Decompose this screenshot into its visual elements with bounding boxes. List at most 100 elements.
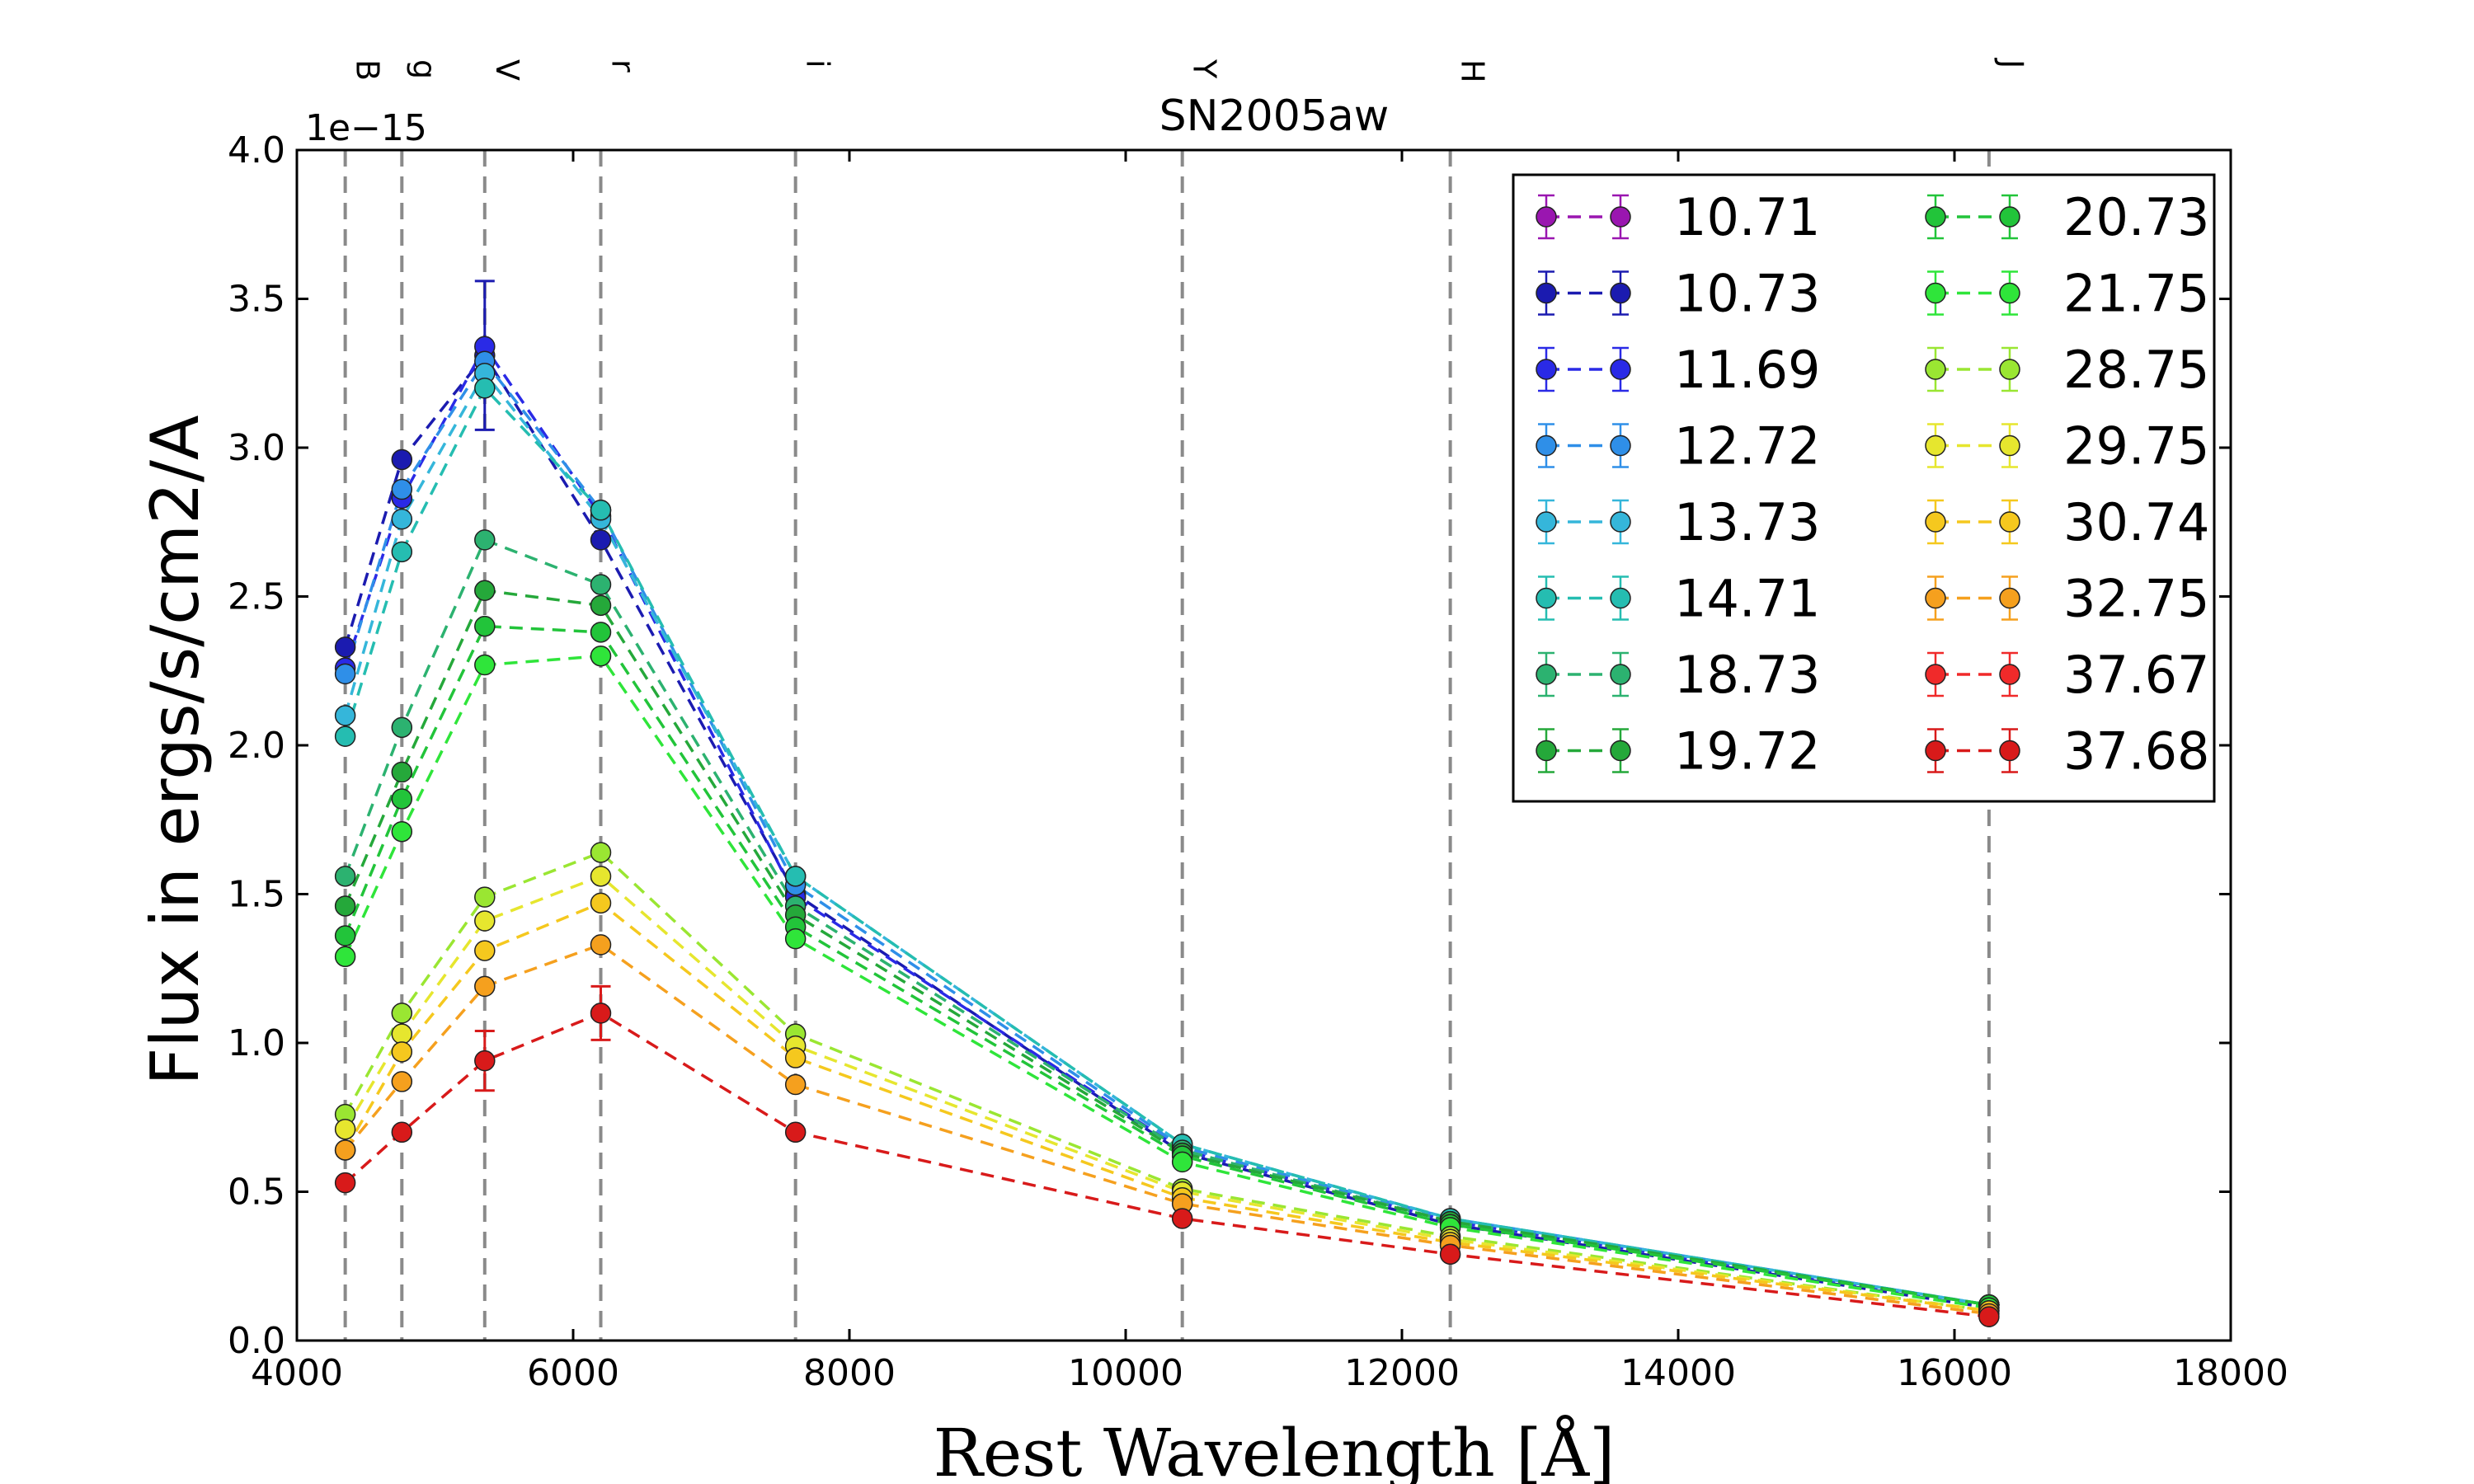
data-point — [474, 529, 496, 551]
data-point — [474, 654, 496, 676]
band-label: B — [350, 59, 386, 81]
x-tick-label: 8000 — [803, 1352, 896, 1394]
data-point — [391, 1003, 413, 1024]
data-point — [590, 842, 612, 863]
y-axis-label: Flux in ergs/s/cm2/A — [137, 415, 214, 1086]
data-series — [334, 279, 2000, 1327]
legend-label: 21.75 — [2063, 264, 2210, 324]
legend-marker — [1536, 664, 1557, 685]
data-point — [334, 1139, 356, 1161]
data-point — [590, 892, 612, 914]
legend-marker — [1999, 359, 2020, 380]
legend-marker — [1610, 434, 1631, 457]
legend-marker — [1999, 740, 2020, 762]
data-point — [1439, 1243, 1461, 1266]
series-line — [344, 589, 1990, 1307]
legend-marker — [1536, 587, 1557, 609]
data-point — [590, 594, 612, 617]
legend-marker — [1925, 587, 1946, 609]
legend-label: 10.71 — [1674, 187, 1821, 247]
chart-title: SN2005aw — [1159, 92, 1390, 141]
series-line — [343, 370, 1990, 1307]
data-point — [590, 500, 612, 521]
legend-label: 12.72 — [1674, 416, 1821, 477]
x-tick-label: 12000 — [1344, 1352, 1460, 1394]
plot-frame — [295, 148, 2232, 1342]
legend-marker — [1925, 664, 1946, 685]
series-line — [343, 385, 1990, 1307]
axis-ticks: 4000 6000 8000 10000 12000 14000 16000 18000 0.0… — [228, 129, 2288, 1394]
data-point — [590, 866, 612, 887]
data-point — [590, 1003, 612, 1024]
legend-marker — [1610, 740, 1631, 762]
legend-label: 11.69 — [1674, 340, 1821, 400]
data-point — [590, 574, 612, 595]
legend-label: 18.73 — [1674, 645, 1821, 705]
data-point — [590, 529, 612, 551]
legend-marker — [1536, 434, 1557, 457]
series-line — [344, 874, 1990, 1313]
legend-marker — [1925, 359, 1946, 380]
x-tick-label: 14000 — [1620, 1352, 1736, 1394]
data-point — [1978, 1306, 2000, 1327]
data-point — [784, 1121, 807, 1144]
x-tick-label: 6000 — [527, 1352, 619, 1394]
data-point — [334, 1118, 356, 1140]
legend-marker — [1536, 740, 1557, 762]
data-point — [474, 378, 496, 399]
data-point — [334, 946, 356, 968]
legend-label: 32.75 — [2063, 569, 2210, 629]
legend-marker — [1999, 206, 2020, 228]
y-tick-label: 0.0 — [228, 1320, 285, 1362]
legend-marker — [1999, 664, 2020, 685]
data-point — [474, 1050, 496, 1072]
y-tick-label: 2.0 — [228, 725, 285, 767]
legend-marker — [1610, 206, 1631, 228]
y-tick-label: 0.5 — [228, 1172, 285, 1214]
data-point — [784, 1047, 807, 1068]
legend-label: 20.73 — [2063, 187, 2210, 247]
legend-marker — [1610, 664, 1631, 685]
data-point — [391, 508, 413, 530]
legend-marker — [1999, 511, 2020, 533]
x-tick-label: 16000 — [1897, 1352, 2012, 1394]
legend-label: 37.67 — [2063, 645, 2210, 705]
data-point — [784, 866, 807, 887]
data-point — [1171, 1151, 1193, 1173]
legend: 10.71 10.73 11.69 12.72 13.73 14.71 18.73 19.72… — [1512, 173, 2216, 803]
data-point — [391, 541, 413, 563]
band-label: H — [1455, 59, 1491, 83]
data-point — [474, 940, 496, 961]
band-label: Y — [1187, 59, 1223, 79]
legend-marker — [1999, 587, 2020, 609]
legend-marker — [1610, 282, 1631, 304]
x-tick-label: 18000 — [2173, 1352, 2288, 1394]
legend-marker — [1610, 587, 1631, 609]
x-tick-label: 4000 — [251, 1352, 343, 1394]
data-point — [391, 1041, 413, 1063]
legend-marker — [1610, 359, 1631, 380]
legend-marker — [1925, 206, 1946, 228]
band-label: r — [605, 59, 642, 73]
band-label: g — [406, 59, 442, 79]
data-point — [391, 761, 413, 783]
legend-label: 30.74 — [2063, 492, 2210, 552]
y-tick-label: 1.0 — [228, 1022, 285, 1064]
y-axis-offset-label: 1e−15 — [305, 107, 427, 149]
data-point — [391, 1071, 413, 1092]
data-point — [391, 1023, 413, 1045]
legend-marker — [1925, 740, 1946, 762]
legend-marker — [1999, 434, 2020, 457]
legend-label: 37.68 — [2063, 721, 2210, 782]
data-point — [334, 663, 356, 685]
data-point — [334, 636, 356, 658]
band-label: V — [489, 59, 525, 81]
data-point — [474, 615, 496, 637]
y-tick-label: 4.0 — [228, 129, 285, 171]
y-tick-label: 3.0 — [228, 427, 285, 469]
data-point — [474, 975, 496, 998]
data-point — [474, 580, 496, 602]
data-point — [784, 928, 807, 950]
data-point — [590, 934, 612, 956]
y-tick-label: 3.5 — [228, 279, 285, 321]
